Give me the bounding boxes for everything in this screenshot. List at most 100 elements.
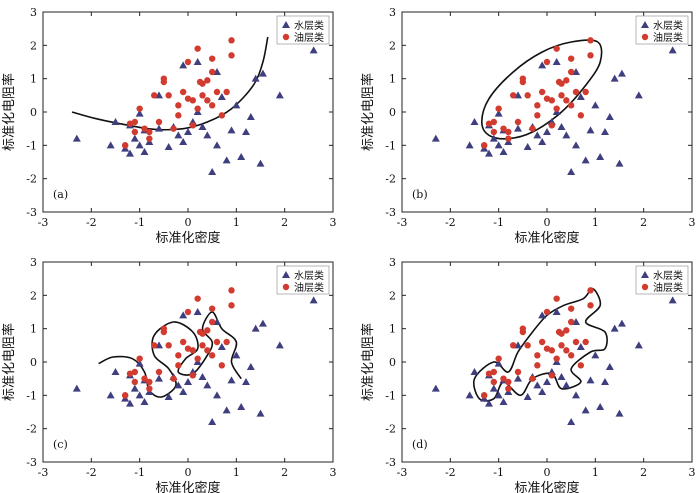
x-tick-label: -3	[397, 466, 408, 479]
oil-point	[553, 45, 560, 52]
oil-point	[175, 352, 182, 359]
water-point	[309, 296, 318, 304]
oil-point	[509, 92, 517, 99]
oil-point	[194, 295, 201, 302]
water-point	[586, 126, 595, 134]
x-tick-label: 3	[330, 466, 337, 479]
y-tick-label: -1	[26, 389, 37, 402]
legend-label: 油层类	[294, 31, 324, 44]
water-point	[198, 123, 207, 130]
panel-label: (d)	[412, 438, 428, 451]
y-tick-label: 1	[389, 323, 396, 336]
oil-point	[538, 88, 546, 96]
legend-marker-oil	[641, 33, 649, 41]
legend-label: 油层类	[653, 281, 683, 294]
oil-point	[529, 375, 536, 382]
oil-point	[199, 342, 206, 349]
water-point	[256, 159, 265, 167]
oil-point	[155, 118, 163, 126]
x-tick-label: 0	[544, 216, 551, 229]
oil-point	[548, 372, 556, 379]
water-point	[72, 384, 81, 392]
water-point	[198, 373, 207, 380]
oil-point	[572, 88, 580, 96]
oil-point	[563, 347, 570, 354]
water-point	[538, 138, 547, 145]
oil-point	[519, 325, 527, 332]
water-point	[130, 384, 139, 392]
x-tick-label: -3	[397, 216, 408, 229]
water-point	[208, 418, 217, 425]
water-point	[179, 61, 188, 69]
y-axis-label: 标准化电阻率	[360, 73, 376, 151]
oil-point	[141, 375, 148, 382]
x-tick-label: 2	[281, 466, 288, 479]
oil-point	[121, 142, 129, 149]
water-point	[601, 128, 609, 135]
water-point	[155, 124, 163, 132]
x-tick-label: 3	[330, 216, 337, 229]
oil-point	[136, 355, 143, 362]
water-point	[237, 403, 246, 410]
oil-point	[490, 118, 498, 126]
water-point	[470, 368, 479, 375]
y-tick-label: 2	[389, 39, 396, 52]
oil-point	[155, 368, 163, 376]
water-point	[184, 128, 192, 135]
y-tick-label: 2	[30, 39, 37, 52]
water-point	[208, 168, 217, 175]
water-point	[213, 391, 221, 399]
y-tick-label: 1	[30, 73, 37, 86]
x-tick-label: 0	[544, 466, 551, 479]
x-tick-label: 2	[640, 216, 647, 229]
water-point	[538, 311, 547, 319]
oil-point	[587, 287, 594, 294]
y-tick-label: 3	[30, 6, 37, 19]
water-point	[126, 149, 134, 157]
x-tick-label: 3	[689, 216, 696, 229]
oil-point	[204, 347, 211, 354]
oil-point	[553, 295, 560, 302]
oil-point	[577, 112, 585, 119]
oil-point	[558, 330, 565, 337]
legend-label: 水层类	[653, 269, 683, 282]
water-point	[256, 409, 265, 417]
oil-point	[567, 102, 575, 109]
water-point	[586, 376, 595, 384]
oil-point	[543, 95, 551, 102]
water-point	[164, 393, 173, 400]
oil-point	[572, 338, 580, 346]
oil-point	[587, 52, 594, 59]
water-point	[246, 113, 255, 120]
legend-label: 水层类	[653, 19, 683, 32]
oil-point	[160, 75, 168, 82]
water-point	[111, 368, 120, 375]
oil-point	[126, 120, 134, 127]
legend-label: 水层类	[294, 269, 324, 282]
oil-point	[567, 318, 575, 326]
oil-point	[567, 55, 575, 62]
y-tick-label: -1	[26, 139, 37, 152]
oil-point	[150, 92, 158, 99]
water-point	[111, 118, 120, 125]
water-point	[203, 131, 212, 139]
oil-point	[194, 105, 201, 112]
legend-marker-water	[641, 271, 649, 278]
water-point	[552, 58, 561, 65]
oil-point	[146, 378, 153, 386]
water-point	[135, 359, 144, 367]
oil-point	[563, 77, 570, 84]
water-point	[533, 381, 542, 389]
oil-point	[514, 368, 522, 376]
oil-point	[208, 318, 216, 326]
oil-point	[175, 362, 182, 369]
oil-point	[495, 105, 502, 112]
y-tick-label: 0	[389, 356, 396, 369]
oil-point	[534, 352, 541, 359]
oil-point	[136, 105, 143, 112]
oil-point	[189, 347, 197, 354]
x-axis-label: 标准化密度	[155, 230, 220, 246]
oil-point	[165, 92, 172, 99]
oil-point	[213, 338, 221, 346]
oil-point	[524, 92, 531, 99]
